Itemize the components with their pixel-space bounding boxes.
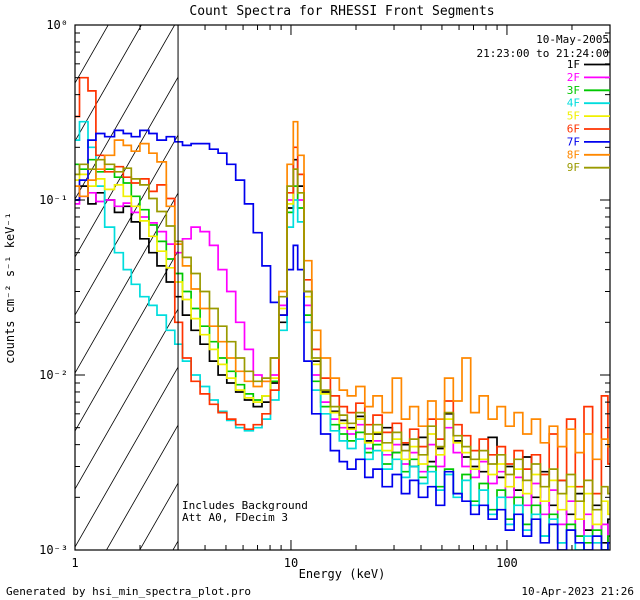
y-axis-label: counts cm⁻² s⁻¹ keV⁻¹ (3, 212, 17, 364)
series-line-8F (75, 120, 610, 461)
x-tick-label-10: 10 (284, 556, 298, 570)
y-tick-label: 10⁻³ (39, 543, 68, 557)
legend-label-9F: 9F (567, 161, 580, 174)
plot-frame (74, 24, 611, 551)
legend-label-8F: 8F (567, 148, 580, 161)
legend-time-range: 21:23:00 to 21:24:00 (477, 47, 609, 60)
legend-label-1F: 1F (567, 58, 580, 71)
axis-ticks (74, 24, 611, 551)
series-line-9F (75, 158, 610, 511)
legend-label-5F: 5F (567, 110, 580, 123)
legend-label-7F: 7F (567, 135, 580, 148)
legend-label-3F: 3F (567, 84, 580, 97)
series-lines (75, 76, 610, 550)
plot-area (74, 24, 611, 551)
axis-tick-labels: 1 10 100 10⁰ 10⁻¹ 10⁻² 10⁻³ (39, 18, 518, 570)
legend: 10-May-2005 21:23:00 to 21:24:00 1F2F3F4… (477, 33, 610, 174)
footer-timestamp: 10-Apr-2023 21:26 (521, 585, 634, 598)
annotation-attenuator-state: Att A0, FDecim 3 (182, 511, 288, 524)
y-tick-label: 10⁰ (46, 18, 68, 32)
legend-label-4F: 4F (567, 97, 580, 110)
x-tick-label-100: 100 (496, 556, 518, 570)
series-line-1F (75, 158, 610, 544)
legend-label-6F: 6F (567, 123, 580, 136)
y-tick-label: 10⁻¹ (39, 193, 68, 207)
y-tick-label: 10⁻² (39, 368, 68, 382)
annotation-includes-background: Includes Background (182, 499, 308, 512)
x-axis-label: Energy (keV) (299, 567, 386, 581)
legend-label-2F: 2F (567, 71, 580, 84)
footer-generated-by: Generated by hsi_min_spectra_plot.pro (6, 585, 251, 598)
series-line-7F (75, 129, 610, 550)
series-line-6F (75, 76, 610, 495)
chart-title: Count Spectra for RHESSI Front Segments (189, 4, 494, 19)
series-line-3F (75, 158, 610, 550)
series-line-4F (75, 120, 610, 550)
legend-date: 10-May-2005 (536, 33, 609, 46)
series-line-5F (75, 168, 610, 526)
x-tick-label-1: 1 (71, 556, 78, 570)
